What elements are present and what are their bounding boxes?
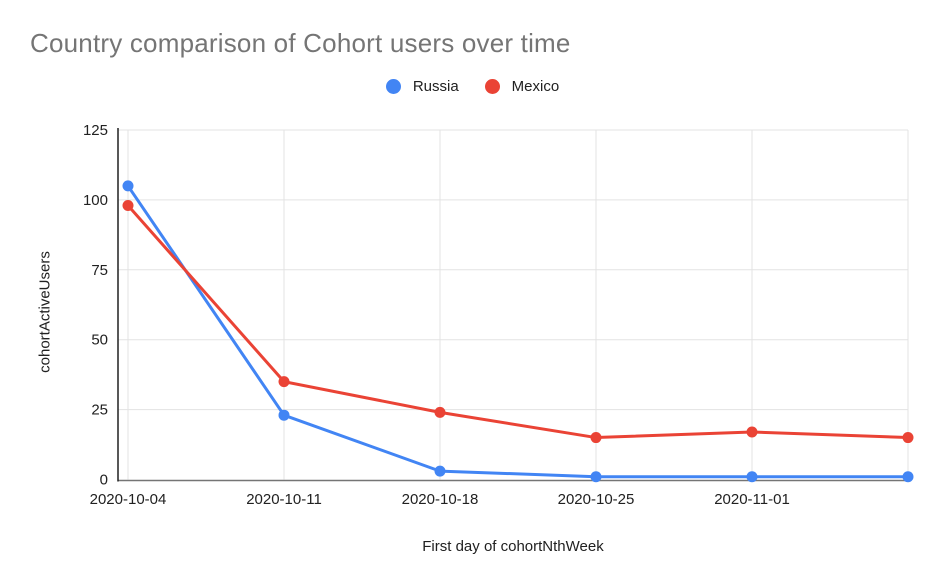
legend-label-russia: Russia bbox=[412, 78, 459, 95]
x-tick-label: 2020-10-11 bbox=[246, 491, 322, 508]
chart-title: Country comparison of Cohort users over … bbox=[30, 28, 571, 58]
y-tick-label: 0 bbox=[100, 472, 108, 489]
data-point-russia-1[interactable] bbox=[278, 409, 290, 421]
data-point-russia-3[interactable] bbox=[590, 471, 602, 483]
russia-series-dot-icon bbox=[385, 79, 401, 94]
y-tick-label: 75 bbox=[91, 262, 108, 279]
data-point-russia-0[interactable] bbox=[122, 180, 134, 192]
y-tick-label: 50 bbox=[91, 332, 108, 349]
x-tick-label: 2020-10-04 bbox=[90, 491, 167, 508]
data-point-mexico-1[interactable] bbox=[278, 376, 290, 388]
x-tick-label: 2020-10-18 bbox=[402, 491, 479, 508]
y-tick-label: 125 bbox=[83, 122, 108, 139]
data-point-mexico-4[interactable] bbox=[746, 426, 758, 438]
data-point-mexico-3[interactable] bbox=[590, 432, 602, 444]
x-tick-label: 2020-10-25 bbox=[558, 491, 635, 508]
y-axis-title: cohortActiveUsers bbox=[36, 251, 54, 373]
data-point-mexico-2[interactable] bbox=[434, 406, 446, 418]
series-line-russia bbox=[126, 184, 910, 479]
data-point-russia-5[interactable] bbox=[902, 471, 914, 483]
data-point-mexico-5[interactable] bbox=[902, 432, 914, 444]
y-tick-label: 25 bbox=[91, 402, 108, 419]
x-tick-label: 2020-11-01 bbox=[714, 491, 790, 508]
data-point-russia-2[interactable] bbox=[434, 465, 446, 477]
data-point-russia-4[interactable] bbox=[746, 471, 758, 483]
chart-legend: Russia Mexico bbox=[0, 78, 945, 95]
mexico-series-dot-icon bbox=[484, 79, 500, 94]
x-axis-title: First day of cohortNthWeek bbox=[422, 538, 604, 555]
series-line-mexico bbox=[126, 203, 910, 440]
data-point-mexico-0[interactable] bbox=[122, 199, 134, 211]
legend-item-russia[interactable]: Russia bbox=[385, 78, 459, 95]
legend-item-mexico[interactable]: Mexico bbox=[484, 78, 560, 95]
legend-label-mexico: Mexico bbox=[511, 78, 560, 95]
y-tick-label: 100 bbox=[83, 192, 108, 209]
